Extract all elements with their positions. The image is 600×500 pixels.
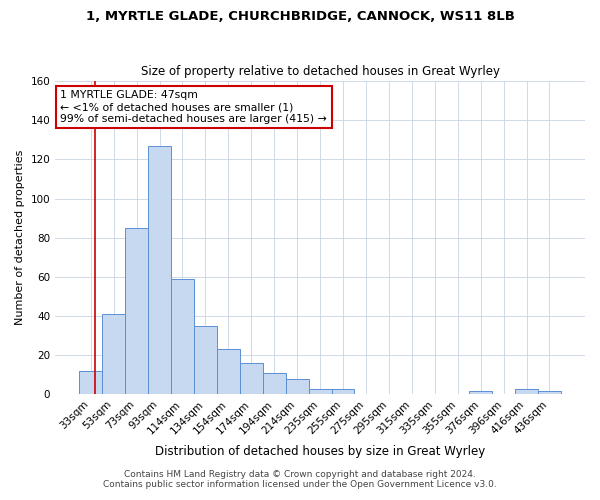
Bar	[332, 388, 355, 394]
Bar	[125, 228, 148, 394]
Bar	[79, 371, 102, 394]
Text: Contains HM Land Registry data © Crown copyright and database right 2024.
Contai: Contains HM Land Registry data © Crown c…	[103, 470, 497, 489]
Bar	[263, 373, 286, 394]
Bar	[217, 350, 240, 395]
Text: 1, MYRTLE GLADE, CHURCHBRIDGE, CANNOCK, WS11 8LB: 1, MYRTLE GLADE, CHURCHBRIDGE, CANNOCK, …	[86, 10, 514, 23]
Bar	[515, 388, 538, 394]
X-axis label: Distribution of detached houses by size in Great Wyrley: Distribution of detached houses by size …	[155, 444, 485, 458]
Bar	[469, 390, 492, 394]
Bar	[240, 363, 263, 394]
Y-axis label: Number of detached properties: Number of detached properties	[15, 150, 25, 326]
Title: Size of property relative to detached houses in Great Wyrley: Size of property relative to detached ho…	[140, 66, 500, 78]
Bar	[538, 390, 561, 394]
Bar	[148, 146, 171, 394]
Bar	[308, 388, 332, 394]
Bar	[171, 279, 194, 394]
Text: 1 MYRTLE GLADE: 47sqm
← <1% of detached houses are smaller (1)
99% of semi-detac: 1 MYRTLE GLADE: 47sqm ← <1% of detached …	[61, 90, 327, 124]
Bar	[102, 314, 125, 394]
Bar	[286, 379, 308, 394]
Bar	[194, 326, 217, 394]
